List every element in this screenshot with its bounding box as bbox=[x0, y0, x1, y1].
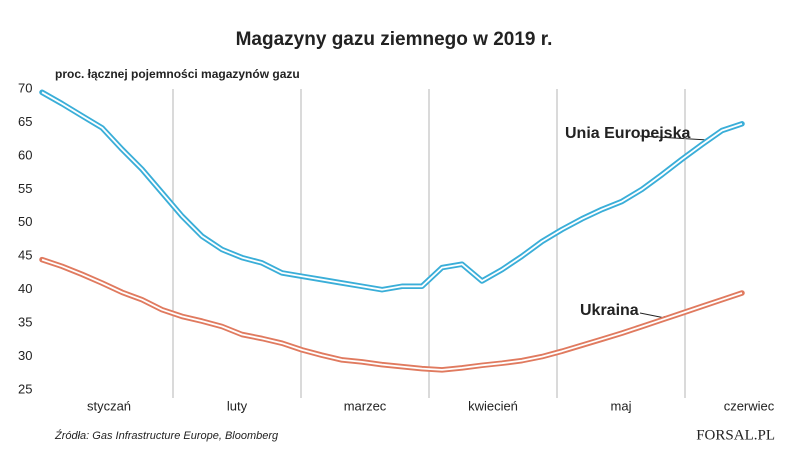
y-tick-label: 65 bbox=[18, 114, 32, 129]
y-tick-label: 35 bbox=[18, 315, 32, 330]
series-line-highlight bbox=[41, 91, 743, 291]
y-tick-label: 70 bbox=[18, 80, 32, 95]
y-tick-label: 25 bbox=[18, 381, 32, 396]
ua-leader bbox=[639, 312, 666, 319]
series-label: Ukraina bbox=[580, 302, 639, 319]
series-line-highlight bbox=[41, 258, 743, 371]
logo: FORSAL.PL bbox=[696, 427, 775, 443]
y-tick-label: 30 bbox=[18, 348, 32, 363]
y-tick-label: 60 bbox=[18, 147, 32, 162]
x-tick-label: maj bbox=[611, 398, 632, 413]
x-tick-label: marzec bbox=[344, 398, 387, 413]
series-label: Unia Europejska bbox=[565, 125, 690, 142]
chart-subtitle: proc. łącznej pojemności magazynów gazu bbox=[55, 67, 300, 81]
y-tick-label: 55 bbox=[18, 181, 32, 196]
y-tick-label: 50 bbox=[18, 214, 32, 229]
x-tick-label: kwiecień bbox=[468, 398, 518, 413]
y-tick-label: 45 bbox=[18, 248, 32, 263]
chart-title: Magazyny gazu ziemnego w 2019 r. bbox=[236, 29, 553, 50]
x-tick-label: styczań bbox=[87, 398, 131, 413]
series-line bbox=[39, 89, 745, 293]
y-tick-label: 40 bbox=[18, 281, 32, 296]
eu-leader bbox=[639, 135, 709, 141]
x-tick-label: czerwiec bbox=[724, 398, 775, 413]
source-note: Źródła: Gas Infrastructure Europe, Bloom… bbox=[54, 429, 279, 442]
x-tick-label: luty bbox=[227, 398, 248, 413]
